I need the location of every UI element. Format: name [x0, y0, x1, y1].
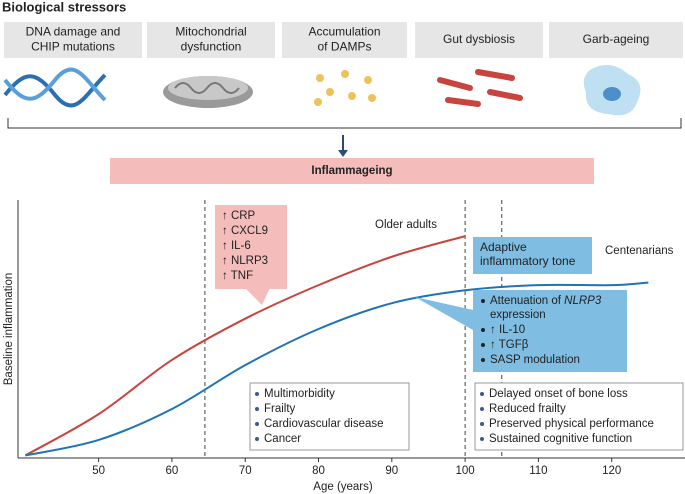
outcome-box: [474, 382, 684, 451]
mitochondria-icon: [163, 76, 253, 108]
stressor-box: [549, 22, 683, 58]
text-part: Attenuation of: [490, 295, 564, 307]
outcome-item: Frailty: [264, 403, 296, 415]
bullet: [255, 392, 259, 396]
adaptive-list-callout: [473, 290, 627, 372]
title: Biological stressors: [2, 0, 126, 14]
adaptive-item: ↑ IL-10: [490, 324, 525, 336]
text-part: SASP modulation: [490, 354, 580, 366]
stressor-label: DNA damage and: [26, 25, 121, 39]
outcome-item: Reduced frailty: [489, 403, 566, 415]
adaptive-title: Adaptive: [480, 240, 527, 254]
x-axis-label: Age (years): [313, 481, 373, 493]
x-tick-label: 120: [602, 465, 621, 477]
banner: [110, 158, 594, 184]
adaptive-item: Attenuation of NLRP3: [490, 295, 602, 307]
adaptive-item: expression: [490, 309, 546, 321]
bullet: [255, 437, 259, 441]
text-part: ↑ IL-10: [490, 324, 525, 336]
stressor-box: [4, 22, 142, 58]
x-tick-label: 100: [456, 465, 475, 477]
curve: [24, 235, 466, 457]
adaptive-item: SASP modulation: [490, 354, 580, 366]
banner-text: Inflammageing: [311, 165, 392, 177]
outcome-item: Delayed onset of bone loss: [489, 388, 628, 400]
stressor-label: Garb-ageing: [583, 32, 650, 46]
damps-icon: [314, 70, 376, 106]
stressor-box: [282, 22, 407, 58]
outcome-box: [249, 382, 410, 451]
marker-callout: [215, 205, 287, 289]
outcome-item: Multimorbidity: [264, 388, 335, 400]
callout-tail: [245, 288, 270, 305]
y-axis-label: Baseline inflammation: [3, 273, 15, 386]
adaptive-title: inflammatory tone: [480, 254, 576, 268]
stressor-label: of DAMPs: [317, 40, 371, 54]
bullet: [480, 437, 484, 441]
x-tick-label: 80: [312, 465, 325, 477]
series-label: Older adults: [375, 219, 437, 231]
stressor-box: [147, 22, 275, 58]
x-tick-label: 70: [239, 465, 252, 477]
outcome-item: Cancer: [264, 433, 301, 445]
cell-icon: [583, 64, 641, 116]
arrow-head: [338, 150, 348, 157]
bullet: [480, 407, 484, 411]
series-label: Centenarians: [605, 245, 674, 257]
callout-tail: [415, 297, 473, 330]
curve: [25, 281, 649, 457]
stressor-label: Gut dysbiosis: [443, 32, 515, 46]
bacteria-icon: [437, 69, 523, 107]
adaptive-callout: [473, 237, 592, 274]
stressor-box: [415, 22, 543, 58]
x-tick-label: 50: [92, 465, 105, 477]
marker-text: ↑ CRP: [222, 210, 256, 222]
bullet: [480, 392, 484, 396]
bullet: [481, 343, 485, 347]
marker-text: ↑ TNF: [222, 270, 253, 282]
x-tick-label: 90: [385, 465, 398, 477]
outcome-item: Sustained cognitive function: [489, 433, 632, 445]
stressor-label: Mitochondrial: [175, 25, 246, 39]
bracket: [7, 118, 682, 129]
adaptive-item: ↑ TGFβ: [490, 339, 529, 351]
x-tick-label: 60: [166, 465, 179, 477]
bullet: [481, 299, 485, 303]
bullet: [255, 422, 259, 426]
marker-text: ↑ NLRP3: [222, 255, 268, 267]
bullet: [480, 422, 484, 426]
stressor-label: Accumulation: [308, 25, 380, 39]
bullet: [481, 328, 485, 332]
outcome-item: Preserved physical performance: [489, 418, 654, 430]
text-part: ↑ TGFβ: [490, 339, 529, 351]
bullet: [255, 407, 259, 411]
stressor-label: CHIP mutations: [31, 40, 115, 54]
text-part: NLRP3: [564, 295, 602, 307]
dna-icon: [3, 67, 107, 108]
text-part: expression: [490, 309, 546, 321]
marker-text: ↑ IL-6: [222, 240, 251, 252]
bullet: [481, 358, 485, 362]
marker-text: ↑ CXCL9: [222, 225, 268, 237]
stressor-label: dysfunction: [181, 40, 242, 54]
x-tick-label: 110: [529, 465, 547, 477]
outcome-item: Cardiovascular disease: [264, 418, 384, 430]
